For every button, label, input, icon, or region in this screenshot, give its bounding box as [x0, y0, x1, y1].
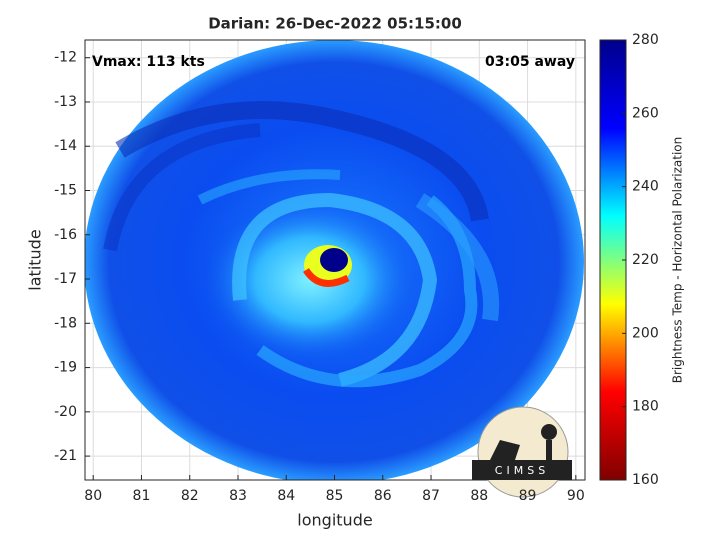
x-tick-label: 87 [422, 488, 440, 504]
y-tick-label: -13 [54, 94, 77, 110]
annotation: Vmax: 113 kts [92, 54, 205, 70]
logo-text: CIMSS [495, 464, 549, 477]
colorbar-tick-label: 160 [632, 472, 659, 488]
colorbar-tick-label: 280 [632, 32, 659, 48]
x-tick-label: 84 [277, 488, 295, 504]
annotation: 03:05 away [485, 54, 575, 70]
x-tick-label: 81 [133, 488, 151, 504]
x-tick-label: 83 [229, 488, 247, 504]
colorbar [599, 39, 627, 481]
colorbar-tick-label: 240 [632, 179, 659, 195]
colorbar-tick-label: 220 [632, 252, 659, 268]
x-tick-label: 89 [519, 488, 537, 504]
x-tick-label: 90 [567, 488, 585, 504]
y-tick-label: -17 [54, 271, 77, 287]
x-tick-label: 82 [181, 488, 199, 504]
y-tick-label: -19 [54, 360, 77, 376]
y-tick-label: -12 [54, 50, 77, 66]
y-tick-label: -20 [54, 404, 77, 420]
colorbar-tick-label: 200 [632, 325, 659, 341]
chart-title: Darian: 26-Dec-2022 05:15:00 [208, 15, 462, 33]
colorbar-tick-label: 260 [632, 105, 659, 121]
y-tick-label: -16 [54, 227, 77, 243]
x-tick-label: 86 [374, 488, 392, 504]
y-tick-label: -15 [54, 183, 77, 199]
logo: CIMSS [472, 406, 572, 498]
x-tick-label: 88 [470, 488, 488, 504]
satellite-image [85, 40, 584, 480]
y-axis-label: latitude [26, 229, 45, 290]
y-tick-label: -21 [54, 448, 77, 464]
x-tick-label: 80 [84, 488, 102, 504]
y-tick-label: -18 [54, 315, 77, 331]
x-axis-label: longitude [297, 511, 372, 530]
colorbar-label: Brightness Temp - Horizontal Polarizatio… [671, 137, 685, 384]
colorbar-tick-label: 180 [632, 399, 659, 415]
y-tick-label: -14 [54, 138, 77, 154]
x-tick-label: 85 [326, 488, 344, 504]
